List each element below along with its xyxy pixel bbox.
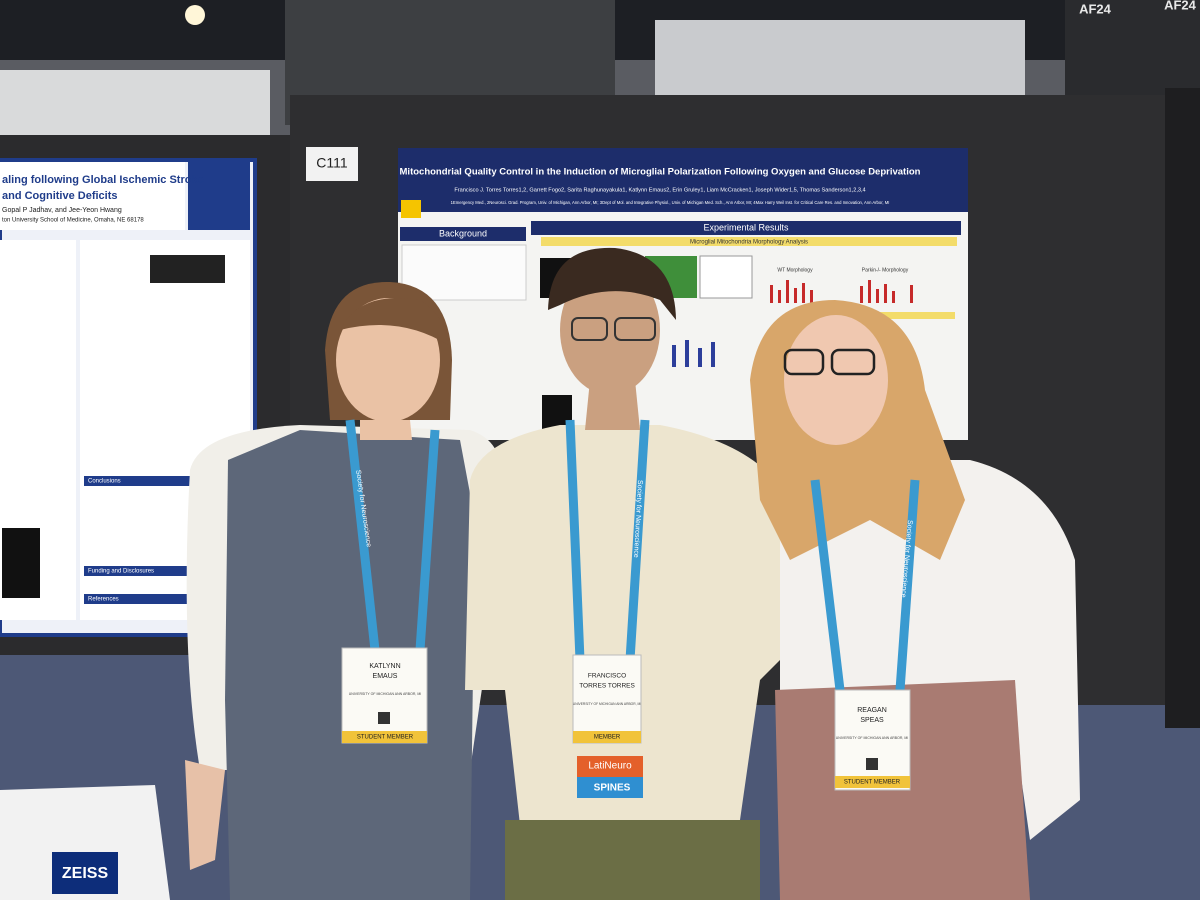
badge-type: STUDENT MEMBER <box>844 780 901 786</box>
poster-image <box>150 255 225 283</box>
poster-title: aling following Global Ischemic Stroke <box>2 174 204 186</box>
badge-name: KATLYNN <box>369 663 400 670</box>
badge: REAGAN SPEAS UNIVERSITY OF MICHIGAN ANN … <box>834 689 911 791</box>
badge-name: REAGAN <box>857 707 887 714</box>
section-header <box>400 227 526 241</box>
poster-bars <box>770 280 913 303</box>
section-title: Conclusions <box>88 479 121 485</box>
chart-label: Parkin-/- Morphology <box>862 267 909 273</box>
aisle-sign: AF24 <box>1079 1 1112 16</box>
chart-label: WT Morphology <box>777 267 813 273</box>
poster-bars <box>672 340 715 367</box>
university-logo <box>401 200 421 218</box>
poster-board <box>1165 88 1200 728</box>
booth-number: C111 <box>316 155 348 171</box>
poster-header <box>398 148 968 212</box>
bag-brand: ZEISS <box>62 865 109 882</box>
badge-name: EMAUS <box>373 673 398 680</box>
lanyard <box>345 419 440 651</box>
ceiling-light <box>185 5 205 25</box>
badge-affiliation: UNIVERSITY OF MICHIGAN ANN ARBOR, MI <box>349 692 422 696</box>
panel-header <box>541 237 957 246</box>
poster-affiliation: 1Emergency Med., 2Neurosci. Grad. Progra… <box>451 200 890 205</box>
bag-logo <box>52 852 118 894</box>
panel-header <box>875 312 955 319</box>
ribbon <box>577 777 643 798</box>
poster-affiliation: ton University School of Medicine, Omaha… <box>2 218 144 224</box>
badge-type: MEMBER <box>594 735 621 741</box>
badge-name: FRANCISCO <box>588 673 626 680</box>
badge-name: TORRES TORRES <box>579 683 635 690</box>
badge: KATLYNN EMAUS UNIVERSITY OF MICHIGAN ANN… <box>341 647 428 744</box>
section-title: Funding and Disclosures <box>88 569 154 575</box>
aisle-sign: AF24 <box>1164 0 1197 12</box>
badge-name: SPEAS <box>860 717 884 724</box>
ribbon <box>577 756 643 777</box>
poster-authors: Francisco J. Torres Torres1,2, Garrett F… <box>454 187 865 193</box>
section-header <box>84 566 244 576</box>
poster-title: Mitochondrial Quality Control in the Ind… <box>400 167 921 178</box>
badge-type: STUDENT MEMBER <box>357 735 414 741</box>
badge: FRANCISCO TORRES TORRES UNIVERSITY OF MI… <box>572 654 642 744</box>
person <box>465 247 790 900</box>
section-title: Background <box>439 228 487 238</box>
poster-diagram <box>699 255 753 299</box>
lanyard <box>565 419 650 661</box>
section-header <box>84 594 244 604</box>
section-title: Experimental Results <box>703 222 789 232</box>
university-logo <box>188 162 250 230</box>
badge-affiliation: UNIVERSITY OF MICHIGAN ANN ARBOR, MI <box>836 736 909 740</box>
section-header <box>531 221 961 235</box>
lanyard-text: Society for Neuroscience <box>632 480 643 558</box>
poster-diagram <box>401 244 527 301</box>
section-title: References <box>88 597 119 603</box>
poster-header <box>0 162 185 230</box>
section-header <box>84 476 244 486</box>
aisle-sign-panel <box>1065 0 1200 95</box>
booth-sign <box>306 147 358 181</box>
lanyard <box>810 479 920 691</box>
ribbon-text: SPINES <box>594 783 631 794</box>
panel-title: Microglial Mitochondria Morphology Analy… <box>690 240 808 246</box>
badge-affiliation: UNIVERSITY OF MICHIGAN ANN ARBOR, MI <box>573 702 641 706</box>
ribbon-text: LatiNeuro <box>588 761 632 772</box>
shopping-bag <box>0 785 170 900</box>
poster-image <box>2 528 40 598</box>
poster-authors: Gopal P Jadhav, and Jee-Yeon Hwang <box>2 207 122 214</box>
poster-title: and Cognitive Deficits <box>2 190 118 202</box>
